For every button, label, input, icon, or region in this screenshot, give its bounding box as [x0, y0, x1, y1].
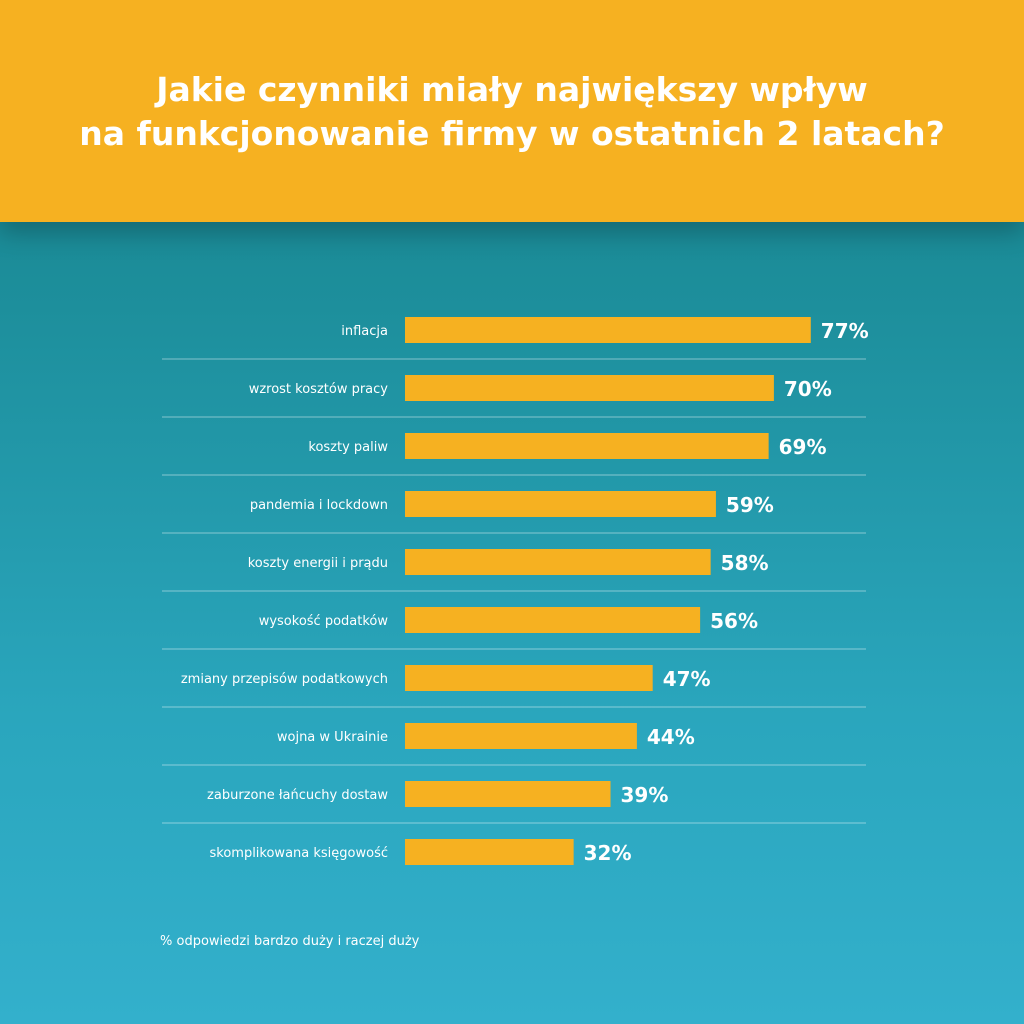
bar — [405, 781, 611, 807]
bar — [405, 375, 774, 401]
category-label: wysokość podatków — [259, 614, 389, 629]
value-label: 32% — [584, 841, 632, 865]
value-label: 44% — [647, 725, 695, 749]
category-label: inflacja — [341, 324, 388, 339]
bar — [405, 433, 769, 459]
value-label: 56% — [710, 609, 758, 633]
value-label: 58% — [721, 551, 769, 575]
bar — [405, 665, 653, 691]
bar — [405, 607, 701, 633]
category-label: pandemia i lockdown — [250, 498, 388, 513]
category-label: koszty energii i prądu — [248, 556, 388, 571]
category-label: zaburzone łańcuchy dostaw — [207, 788, 388, 803]
category-label: zmiany przepisów podatkowych — [181, 672, 388, 687]
bar — [405, 839, 574, 865]
footnote: % odpowiedzi bardzo duży i raczej duży — [160, 934, 420, 949]
value-label: 77% — [821, 319, 869, 343]
category-label: wzrost kosztów pracy — [249, 382, 389, 397]
chart-title: Jakie czynniki miały największy wpływ na… — [79, 70, 945, 153]
header-banner: Jakie czynniki miały największy wpływ na… — [0, 0, 1024, 222]
value-label: 47% — [663, 667, 711, 691]
value-label: 39% — [621, 783, 669, 807]
category-label: koszty paliw — [308, 440, 388, 455]
value-label: 70% — [784, 377, 832, 401]
bar — [405, 723, 637, 749]
bar — [405, 491, 716, 517]
value-label: 69% — [779, 435, 827, 459]
value-label: 59% — [726, 493, 774, 517]
category-label: skomplikowana księgowość — [209, 846, 388, 861]
bar — [405, 549, 711, 575]
bar — [405, 317, 811, 343]
category-label: wojna w Ukrainie — [277, 730, 388, 745]
